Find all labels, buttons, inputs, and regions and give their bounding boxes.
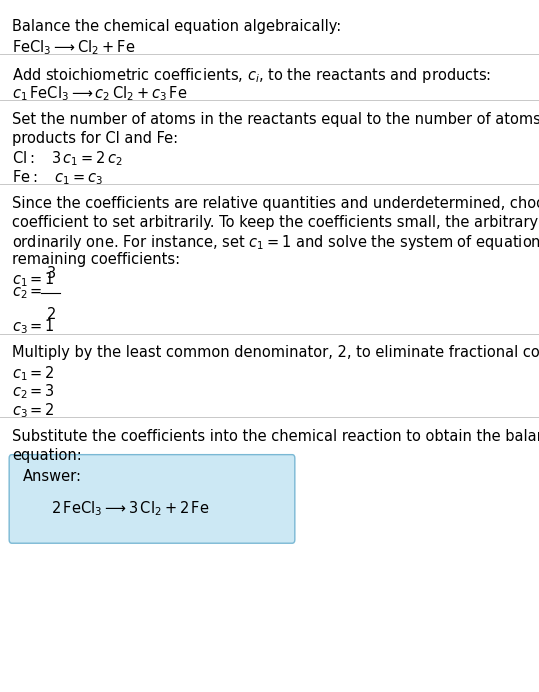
Text: Add stoichiometric coefficients, $c_i$, to the reactants and products:: Add stoichiometric coefficients, $c_i$, … [12, 66, 491, 84]
Text: $c_3 = 1$: $c_3 = 1$ [12, 318, 54, 336]
Text: Answer:: Answer: [23, 469, 81, 484]
Text: $3$: $3$ [46, 265, 56, 281]
Text: equation:: equation: [12, 448, 81, 463]
Text: $c_1\,\mathrm{FeCl_3}  \longrightarrow  c_2\,\mathrm{Cl_2} + c_3\,\mathrm{Fe}$: $c_1\,\mathrm{FeCl_3} \longrightarrow c_… [12, 84, 188, 103]
Text: $c_2 = $: $c_2 = $ [12, 286, 43, 301]
Text: products for Cl and Fe:: products for Cl and Fe: [12, 131, 178, 146]
Text: Substitute the coefficients into the chemical reaction to obtain the balanced: Substitute the coefficients into the che… [12, 429, 539, 444]
FancyBboxPatch shape [9, 455, 295, 543]
Text: $c_3 = 2$: $c_3 = 2$ [12, 401, 54, 420]
Text: $c_2 = 3$: $c_2 = 3$ [12, 383, 55, 401]
Text: ordinarily one. For instance, set $c_1 = 1$ and solve the system of equations fo: ordinarily one. For instance, set $c_1 =… [12, 233, 539, 252]
Text: Multiply by the least common denominator, 2, to eliminate fractional coefficient: Multiply by the least common denominator… [12, 345, 539, 361]
Text: $\mathrm{Fe}:\quad c_1 = c_3$: $\mathrm{Fe}:\quad c_1 = c_3$ [12, 168, 103, 187]
Text: $2\,\mathrm{FeCl_3}  \longrightarrow  3\,\mathrm{Cl_2} + 2\,\mathrm{Fe}$: $2\,\mathrm{FeCl_3} \longrightarrow 3\,\… [51, 500, 210, 518]
Text: $c_1 = 1$: $c_1 = 1$ [12, 271, 54, 289]
Text: Balance the chemical equation algebraically:: Balance the chemical equation algebraica… [12, 19, 341, 35]
Text: $2$: $2$ [46, 306, 56, 322]
Text: Set the number of atoms in the reactants equal to the number of atoms in the: Set the number of atoms in the reactants… [12, 112, 539, 127]
Text: $\mathrm{Cl}:\quad 3\,c_1 = 2\,c_2$: $\mathrm{Cl}:\quad 3\,c_1 = 2\,c_2$ [12, 149, 123, 168]
Text: Since the coefficients are relative quantities and underdetermined, choose a: Since the coefficients are relative quan… [12, 196, 539, 211]
Text: coefficient to set arbitrarily. To keep the coefficients small, the arbitrary va: coefficient to set arbitrarily. To keep … [12, 215, 539, 230]
Text: $\mathrm{FeCl_3}  \longrightarrow  \mathrm{Cl_2} + \mathrm{Fe}$: $\mathrm{FeCl_3} \longrightarrow \mathrm… [12, 38, 135, 57]
Text: $c_1 = 2$: $c_1 = 2$ [12, 364, 54, 383]
Text: remaining coefficients:: remaining coefficients: [12, 252, 180, 267]
